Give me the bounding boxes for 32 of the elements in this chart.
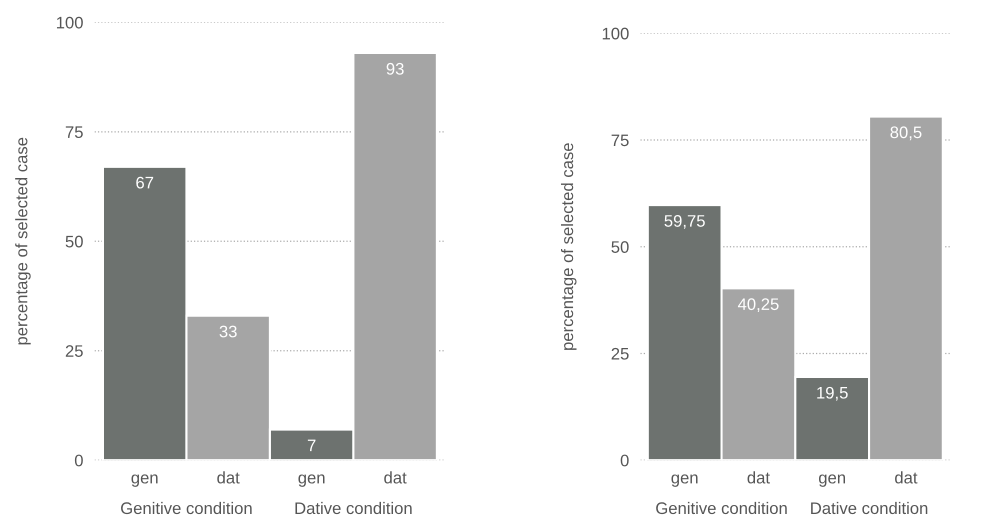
y-axis-title: percentage of selected case: [560, 143, 577, 350]
y-axis-title: percentage of selected case: [15, 138, 31, 344]
y-tick-label: 25: [612, 348, 629, 360]
x-tick-label: gen: [132, 474, 158, 487]
text: Dative condition: [295, 502, 412, 514]
data-label: 93: [386, 62, 404, 75]
x-tick-label: dat: [217, 471, 240, 484]
y-tick-label: 50: [66, 236, 83, 248]
data-label: 33: [220, 326, 237, 338]
data-label: 67: [136, 176, 154, 189]
y-tick-label: 75: [612, 134, 629, 146]
data-label: 59,75: [664, 215, 705, 229]
x-tick-label: gen: [298, 474, 324, 487]
x-tick-label: dat: [895, 471, 918, 484]
data-label: 40,25: [738, 298, 779, 312]
data-label: 7: [308, 440, 316, 452]
x-tick-label: gen: [818, 474, 846, 487]
text: Genitive condition: [121, 502, 252, 514]
data-label: 80,5: [890, 126, 922, 140]
x-tick-label: gen: [671, 474, 698, 487]
y-tick-label: 0: [74, 454, 83, 466]
x-tick-label: dat: [748, 471, 770, 484]
y-tick-label: 50: [611, 241, 629, 253]
y-tick-label: 100: [56, 16, 83, 29]
data-label: 19,5: [817, 386, 848, 401]
y-tick-label: 0: [620, 454, 629, 466]
y-tick-label: 75: [66, 126, 83, 138]
text: Dative condition: [811, 502, 928, 514]
text: Genitive condition: [656, 502, 787, 514]
y-tick-label: 25: [66, 345, 83, 357]
y-tick-label: 100: [602, 28, 629, 40]
x-tick-label: dat: [384, 471, 407, 484]
